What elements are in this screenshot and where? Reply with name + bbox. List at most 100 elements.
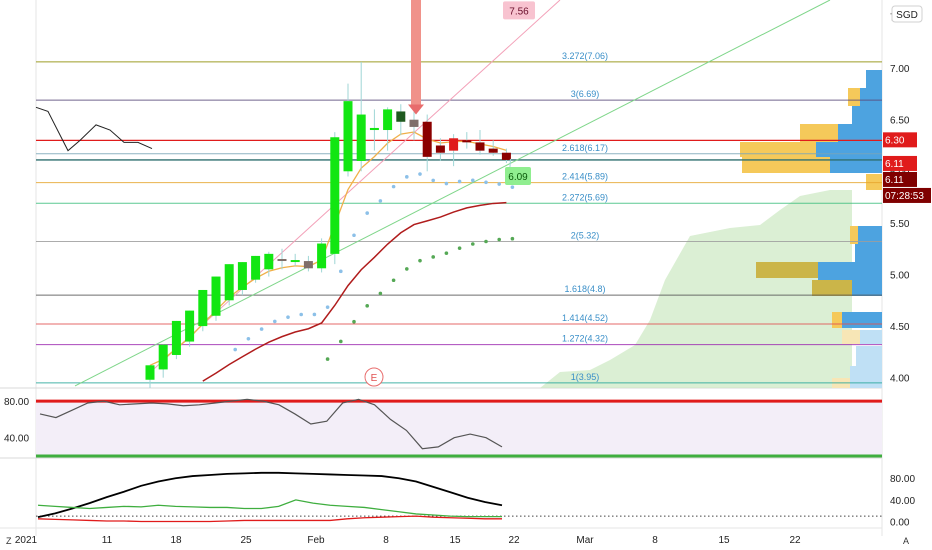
candle-body xyxy=(224,264,234,301)
dmi-axis-tick: 0.00 xyxy=(890,518,910,529)
psar-dot xyxy=(510,236,515,241)
fib-level-label: 2.414(5.89) xyxy=(562,172,608,182)
candle-body xyxy=(290,260,300,263)
price-axis-marker-label: 6.11 xyxy=(885,159,904,170)
psar-dot xyxy=(457,246,462,250)
candle-body xyxy=(343,101,353,172)
psar-dot xyxy=(444,181,449,186)
dmi-axis-tick: 80.00 xyxy=(890,474,915,485)
fib-level-label: 3(6.69) xyxy=(571,89,600,99)
currency-badge[interactable] xyxy=(891,5,923,23)
candle-body xyxy=(277,259,287,262)
psar-dot xyxy=(352,319,356,324)
time-axis-tick: Feb xyxy=(307,535,325,546)
psar-dot xyxy=(457,179,462,184)
projection-label: 6.09 xyxy=(508,172,528,183)
psar-dot xyxy=(259,327,264,331)
candle-body xyxy=(330,137,340,254)
psar-dot xyxy=(418,172,422,176)
candle-body xyxy=(396,111,406,122)
currency-label: SGD xyxy=(896,10,918,21)
psar-dot xyxy=(365,304,370,308)
time-axis-tick: 22 xyxy=(508,535,520,546)
psar-dot xyxy=(471,242,475,246)
price-axis-marker-label: 6.11 xyxy=(885,175,904,186)
candle-body xyxy=(369,127,379,131)
candle-body xyxy=(185,310,195,342)
ema-fast-line xyxy=(149,131,507,366)
fib-level-label: 2(5.32) xyxy=(571,230,600,240)
rsi-axis-tick: 80.00 xyxy=(4,397,29,408)
time-axis-tick: 8 xyxy=(383,535,389,546)
candle-body xyxy=(356,114,366,161)
time-axis-tick: 25 xyxy=(240,535,252,546)
rsi-axis-tick: 40.00 xyxy=(4,434,29,445)
candle-body xyxy=(462,140,472,143)
psar-dot xyxy=(378,199,383,203)
time-axis-tick: 2021 xyxy=(15,535,38,546)
psar-dot xyxy=(510,185,515,189)
candle-body xyxy=(251,255,261,280)
fib-level-label: 1.414(4.52) xyxy=(562,313,608,323)
psar-dot xyxy=(312,312,317,317)
time-axis-tick: 15 xyxy=(718,535,730,546)
psar-dot xyxy=(497,182,502,186)
psar-dot xyxy=(325,305,330,309)
price-axis-tick: 7.00 xyxy=(890,64,910,75)
price-axis-marker xyxy=(883,155,917,171)
zoom-toggle-icon[interactable]: Z xyxy=(6,536,12,546)
candle-body xyxy=(145,365,155,380)
price-axis-marker xyxy=(883,132,917,148)
price-axis-tick: 4.50 xyxy=(890,322,910,333)
price-axis-tick: 4.00 xyxy=(890,374,910,385)
fib-level-label: 1.618(4.8) xyxy=(564,284,605,294)
price-axis-tick: 6.50 xyxy=(890,116,910,127)
candle-body xyxy=(264,253,274,270)
plus-di-line xyxy=(37,499,502,518)
psar-dot xyxy=(378,291,383,296)
psar-dot xyxy=(352,233,356,238)
prior-price-line xyxy=(35,106,153,152)
psar-dot xyxy=(286,315,290,319)
candle-body xyxy=(198,289,208,327)
psar-dot xyxy=(444,251,449,256)
target-arrow-shaft xyxy=(411,0,421,105)
candle-body xyxy=(501,152,511,160)
time-axis-tick: 8 xyxy=(652,535,658,546)
psar-dot xyxy=(299,312,304,317)
auto-scale-icon[interactable]: A xyxy=(903,536,909,546)
candle-body xyxy=(171,320,181,355)
candle-body xyxy=(317,243,327,269)
fib-level-label: 2.272(5.69) xyxy=(562,192,608,202)
candle-body xyxy=(409,119,419,127)
fib-level-label: 1.272(4.32) xyxy=(562,334,608,344)
fib-level-label: 1(3.95) xyxy=(571,372,600,382)
minus-di-line xyxy=(37,515,502,523)
target-price-label: 7.56 xyxy=(509,6,529,17)
candle-body xyxy=(488,148,498,153)
psar-dot xyxy=(497,237,502,242)
price-axis-marker xyxy=(883,187,931,203)
time-axis-tick: 18 xyxy=(170,535,182,546)
psar-dot xyxy=(233,347,237,352)
price-axis-tick: 5.50 xyxy=(890,219,910,230)
candle-body xyxy=(475,142,485,151)
projection-box xyxy=(505,167,531,186)
candle-body xyxy=(422,121,432,157)
price-axis-marker-label: 6.30 xyxy=(885,135,905,146)
fib-level-label: 2.618(6.17) xyxy=(562,143,608,153)
candle-body xyxy=(435,145,445,153)
psar-dot xyxy=(405,267,409,271)
candle-body xyxy=(237,262,247,290)
price-axis-marker xyxy=(883,171,917,187)
psar-dot xyxy=(484,180,488,185)
psar-dot xyxy=(391,184,396,189)
rsi-line xyxy=(39,398,503,450)
price-axis-marker-label: 07:28:53 xyxy=(885,191,924,202)
earnings-event-marker[interactable] xyxy=(364,367,384,387)
dmi-axis-tick: 40.00 xyxy=(890,496,915,507)
ema-slow-line xyxy=(202,201,507,382)
psar-dot xyxy=(418,258,422,263)
